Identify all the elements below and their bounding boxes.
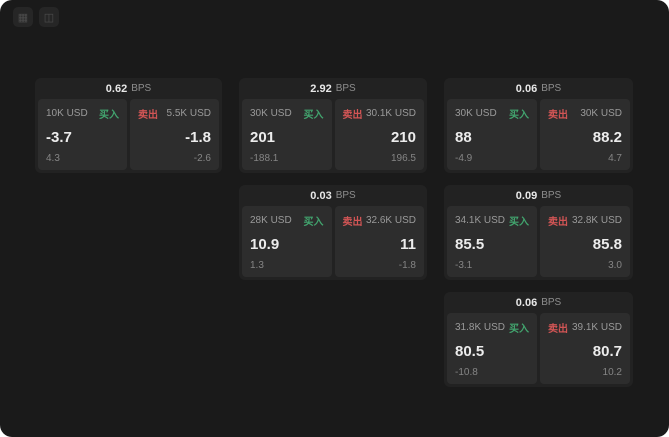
sell-price: 80.7	[592, 342, 622, 360]
sell-label: 卖出	[548, 110, 568, 121]
buy-label: 买入	[509, 217, 529, 228]
buy-label: 买入	[99, 110, 119, 121]
sell-size: 30K USD	[580, 108, 622, 119]
spread-unit: BPS	[541, 190, 562, 201]
spread-value: 0.62	[105, 82, 128, 95]
spread-value: 0.03	[310, 189, 332, 202]
sell-label: 卖出	[342, 217, 363, 228]
buy-secondary: 1.3	[250, 260, 264, 271]
spread-value: 0.06	[515, 296, 538, 309]
sell-panel[interactable]: 卖出 5.5K USD -1.8 -2.6	[130, 99, 219, 170]
buy-size: 28K USD	[250, 215, 292, 226]
spread-header: 2.92 BPS	[242, 78, 424, 99]
sell-size: 39.1K USD	[571, 322, 622, 333]
buy-price: 10.9	[250, 235, 280, 253]
spread-unit: BPS	[335, 190, 356, 201]
spread-unit: BPS	[541, 83, 562, 94]
sell-price: 11	[400, 235, 416, 253]
spread-value: 0.06	[515, 82, 538, 95]
buy-secondary: -188.1	[250, 153, 279, 164]
quote-card: 0.62 BPS 10K USD 买入 -3.7 4.3 卖出 5.5K USD	[35, 78, 222, 173]
quote-card: 2.92 BPS 30K USD 买入 201 -188.1 卖出 30.1K …	[239, 78, 427, 173]
buy-size: 30K USD	[455, 108, 497, 119]
spread-header: 0.62 BPS	[38, 78, 219, 99]
buy-panel[interactable]: 28K USD 买入 10.9 1.3	[242, 206, 332, 277]
sell-price: 210	[390, 128, 416, 146]
buy-size: 10K USD	[46, 108, 88, 119]
buy-label: 买入	[303, 110, 324, 121]
buy-size: 31.8K USD	[455, 322, 506, 333]
buy-label: 买入	[509, 110, 529, 121]
spread-header: 0.06 BPS	[447, 292, 630, 313]
sell-label: 卖出	[342, 110, 363, 121]
quote-card: 0.06 BPS 31.8K USD 买入 80.5 -10.8 卖出 39.1…	[444, 292, 633, 387]
quote-card: 0.06 BPS 30K USD 买入 88 -4.9 卖出 30K USD	[444, 78, 633, 173]
spread-unit: BPS	[131, 83, 152, 94]
sell-secondary: 3.0	[608, 260, 622, 271]
sell-size: 30.1K USD	[365, 108, 416, 119]
sell-price: 88.2	[592, 128, 622, 146]
buy-label: 买入	[303, 217, 324, 228]
buy-panel[interactable]: 31.8K USD 买入 80.5 -10.8	[447, 313, 537, 384]
sell-secondary: 10.2	[602, 367, 622, 378]
spread-header: 0.03 BPS	[242, 185, 424, 206]
spread-unit: BPS	[335, 83, 356, 94]
sell-secondary: 196.5	[390, 153, 416, 164]
sell-panel[interactable]: 卖出 32.6K USD 11 -1.8	[334, 206, 424, 277]
quote-card: 0.09 BPS 34.1K USD 买入 85.5 -3.1 卖出 32.8K…	[444, 185, 633, 280]
buy-secondary: -3.1	[455, 260, 473, 271]
buy-size: 30K USD	[250, 108, 292, 119]
buy-panel[interactable]: 10K USD 买入 -3.7 4.3	[38, 99, 127, 170]
sell-size: 32.6K USD	[365, 215, 416, 226]
spread-header: 0.06 BPS	[447, 78, 630, 99]
buy-secondary: -10.8	[455, 367, 478, 378]
buy-size: 34.1K USD	[455, 215, 506, 226]
buy-price: 201	[250, 128, 276, 146]
sell-panel[interactable]: 卖出 39.1K USD 80.7 10.2	[540, 313, 630, 384]
sell-price: 85.8	[592, 235, 622, 253]
toolbar: ▦ ◫	[13, 7, 59, 27]
buy-panel[interactable]: 30K USD 买入 88 -4.9	[447, 99, 537, 170]
sell-label: 卖出	[548, 324, 568, 335]
spread-value: 0.09	[515, 189, 538, 202]
grid-icon[interactable]: ▦	[13, 7, 33, 27]
chart-icon[interactable]: ◫	[39, 7, 59, 27]
buy-price: -3.7	[46, 128, 72, 146]
spread-unit: BPS	[541, 297, 562, 308]
buy-price: 80.5	[455, 342, 485, 360]
sell-panel[interactable]: 卖出 30K USD 88.2 4.7	[540, 99, 630, 170]
sell-label: 卖出	[138, 110, 158, 121]
sell-panel[interactable]: 卖出 30.1K USD 210 196.5	[334, 99, 424, 170]
buy-secondary: 4.3	[46, 153, 60, 164]
sell-size: 32.8K USD	[571, 215, 622, 226]
sell-price: -1.8	[185, 128, 211, 146]
buy-price: 88	[455, 128, 472, 146]
quote-card: 0.03 BPS 28K USD 买入 10.9 1.3 卖出 32.6K US…	[239, 185, 427, 280]
sell-size: 5.5K USD	[166, 108, 211, 119]
buy-price: 85.5	[455, 235, 485, 253]
sell-secondary: -1.8	[398, 260, 416, 271]
sell-secondary: -2.6	[193, 153, 211, 164]
spread-header: 0.09 BPS	[447, 185, 630, 206]
buy-panel[interactable]: 30K USD 买入 201 -188.1	[242, 99, 332, 170]
buy-panel[interactable]: 34.1K USD 买入 85.5 -3.1	[447, 206, 537, 277]
sell-label: 卖出	[548, 217, 568, 228]
spread-value: 2.92	[310, 82, 332, 95]
buy-label: 买入	[509, 324, 529, 335]
sell-panel[interactable]: 卖出 32.8K USD 85.8 3.0	[540, 206, 630, 277]
buy-secondary: -4.9	[455, 153, 473, 164]
quote-card-grid: 0.62 BPS 10K USD 买入 -3.7 4.3 卖出 5.5K USD	[35, 78, 633, 387]
sell-secondary: 4.7	[608, 153, 622, 164]
